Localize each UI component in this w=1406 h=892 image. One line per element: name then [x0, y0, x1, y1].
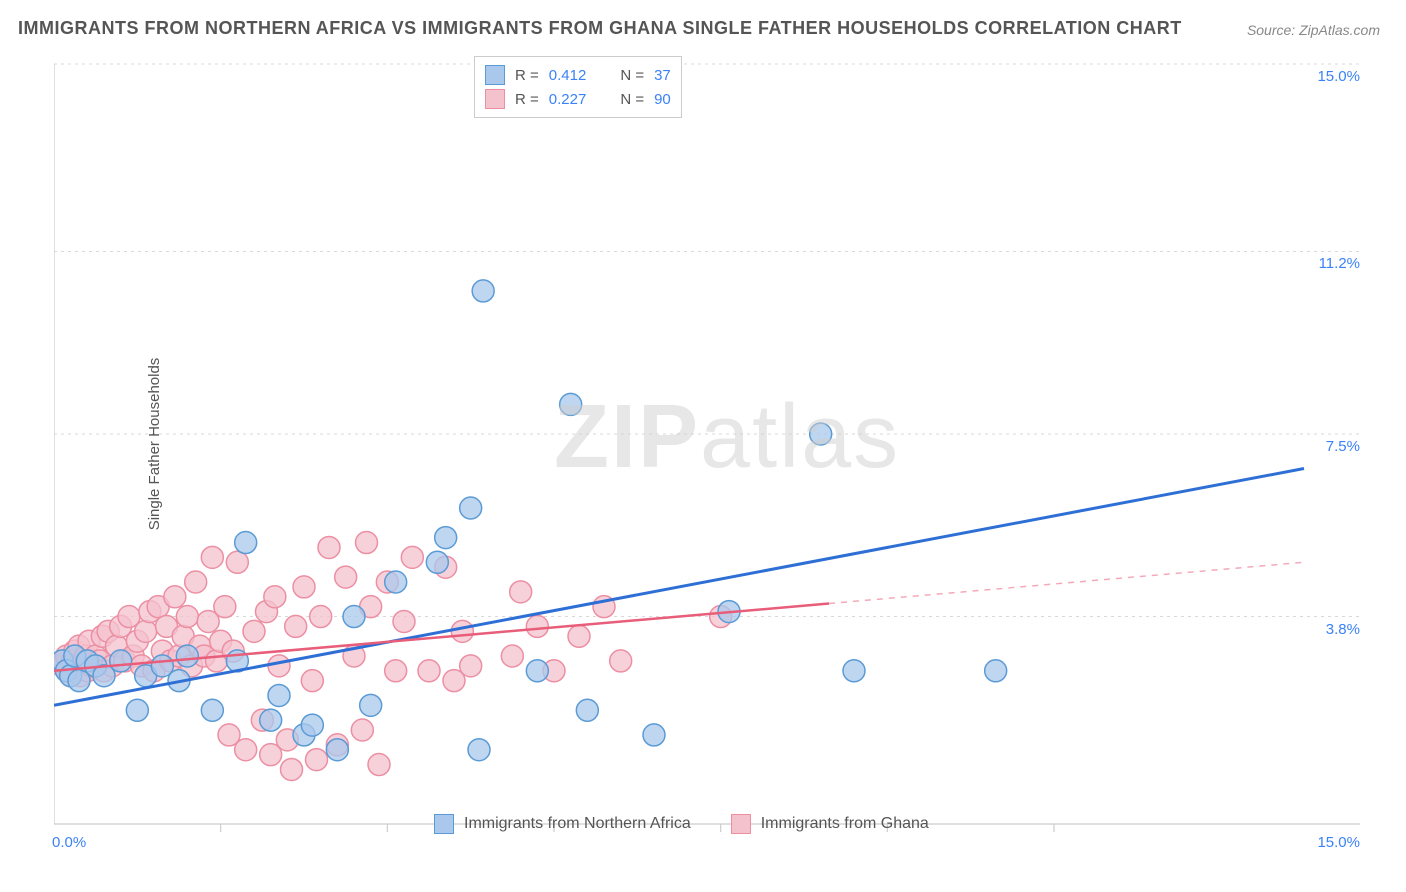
x-max-label: 15.0% — [1317, 834, 1360, 851]
legend-label: Immigrants from Northern Africa — [464, 815, 691, 833]
series-swatch — [434, 814, 454, 834]
scatter-chart — [54, 56, 1360, 832]
stat-row: R =0.227N =90 — [485, 87, 671, 111]
chart-title: IMMIGRANTS FROM NORTHERN AFRICA VS IMMIG… — [18, 18, 1182, 39]
series-swatch — [485, 65, 505, 85]
source-prefix: Source: — [1247, 22, 1299, 38]
plot-area: Single Father Households ZIPatlas R =0.4… — [54, 56, 1360, 832]
series-swatch — [731, 814, 751, 834]
y-tick-label: 15.0% — [1317, 68, 1360, 85]
series-legend: Immigrants from Northern Africa Immigrant… — [434, 814, 929, 834]
y-tick-label: 11.2% — [1319, 255, 1360, 272]
stat-row: R =0.412N =37 — [485, 63, 671, 87]
y-tick-label: 3.8% — [1326, 621, 1360, 638]
source-attribution: Source: ZipAtlas.com — [1247, 22, 1380, 38]
source-name: ZipAtlas.com — [1299, 22, 1380, 38]
y-axis-label: Single Father Households — [146, 358, 163, 531]
legend-item: Immigrants from Northern Africa — [434, 814, 691, 834]
legend-label: Immigrants from Ghana — [761, 815, 929, 833]
y-tick-label: 7.5% — [1326, 438, 1360, 455]
series-swatch — [485, 89, 505, 109]
stats-legend-box: R =0.412N =37R =0.227N =90 — [474, 56, 682, 118]
legend-item: Immigrants from Ghana — [731, 814, 929, 834]
x-min-label: 0.0% — [52, 834, 86, 851]
